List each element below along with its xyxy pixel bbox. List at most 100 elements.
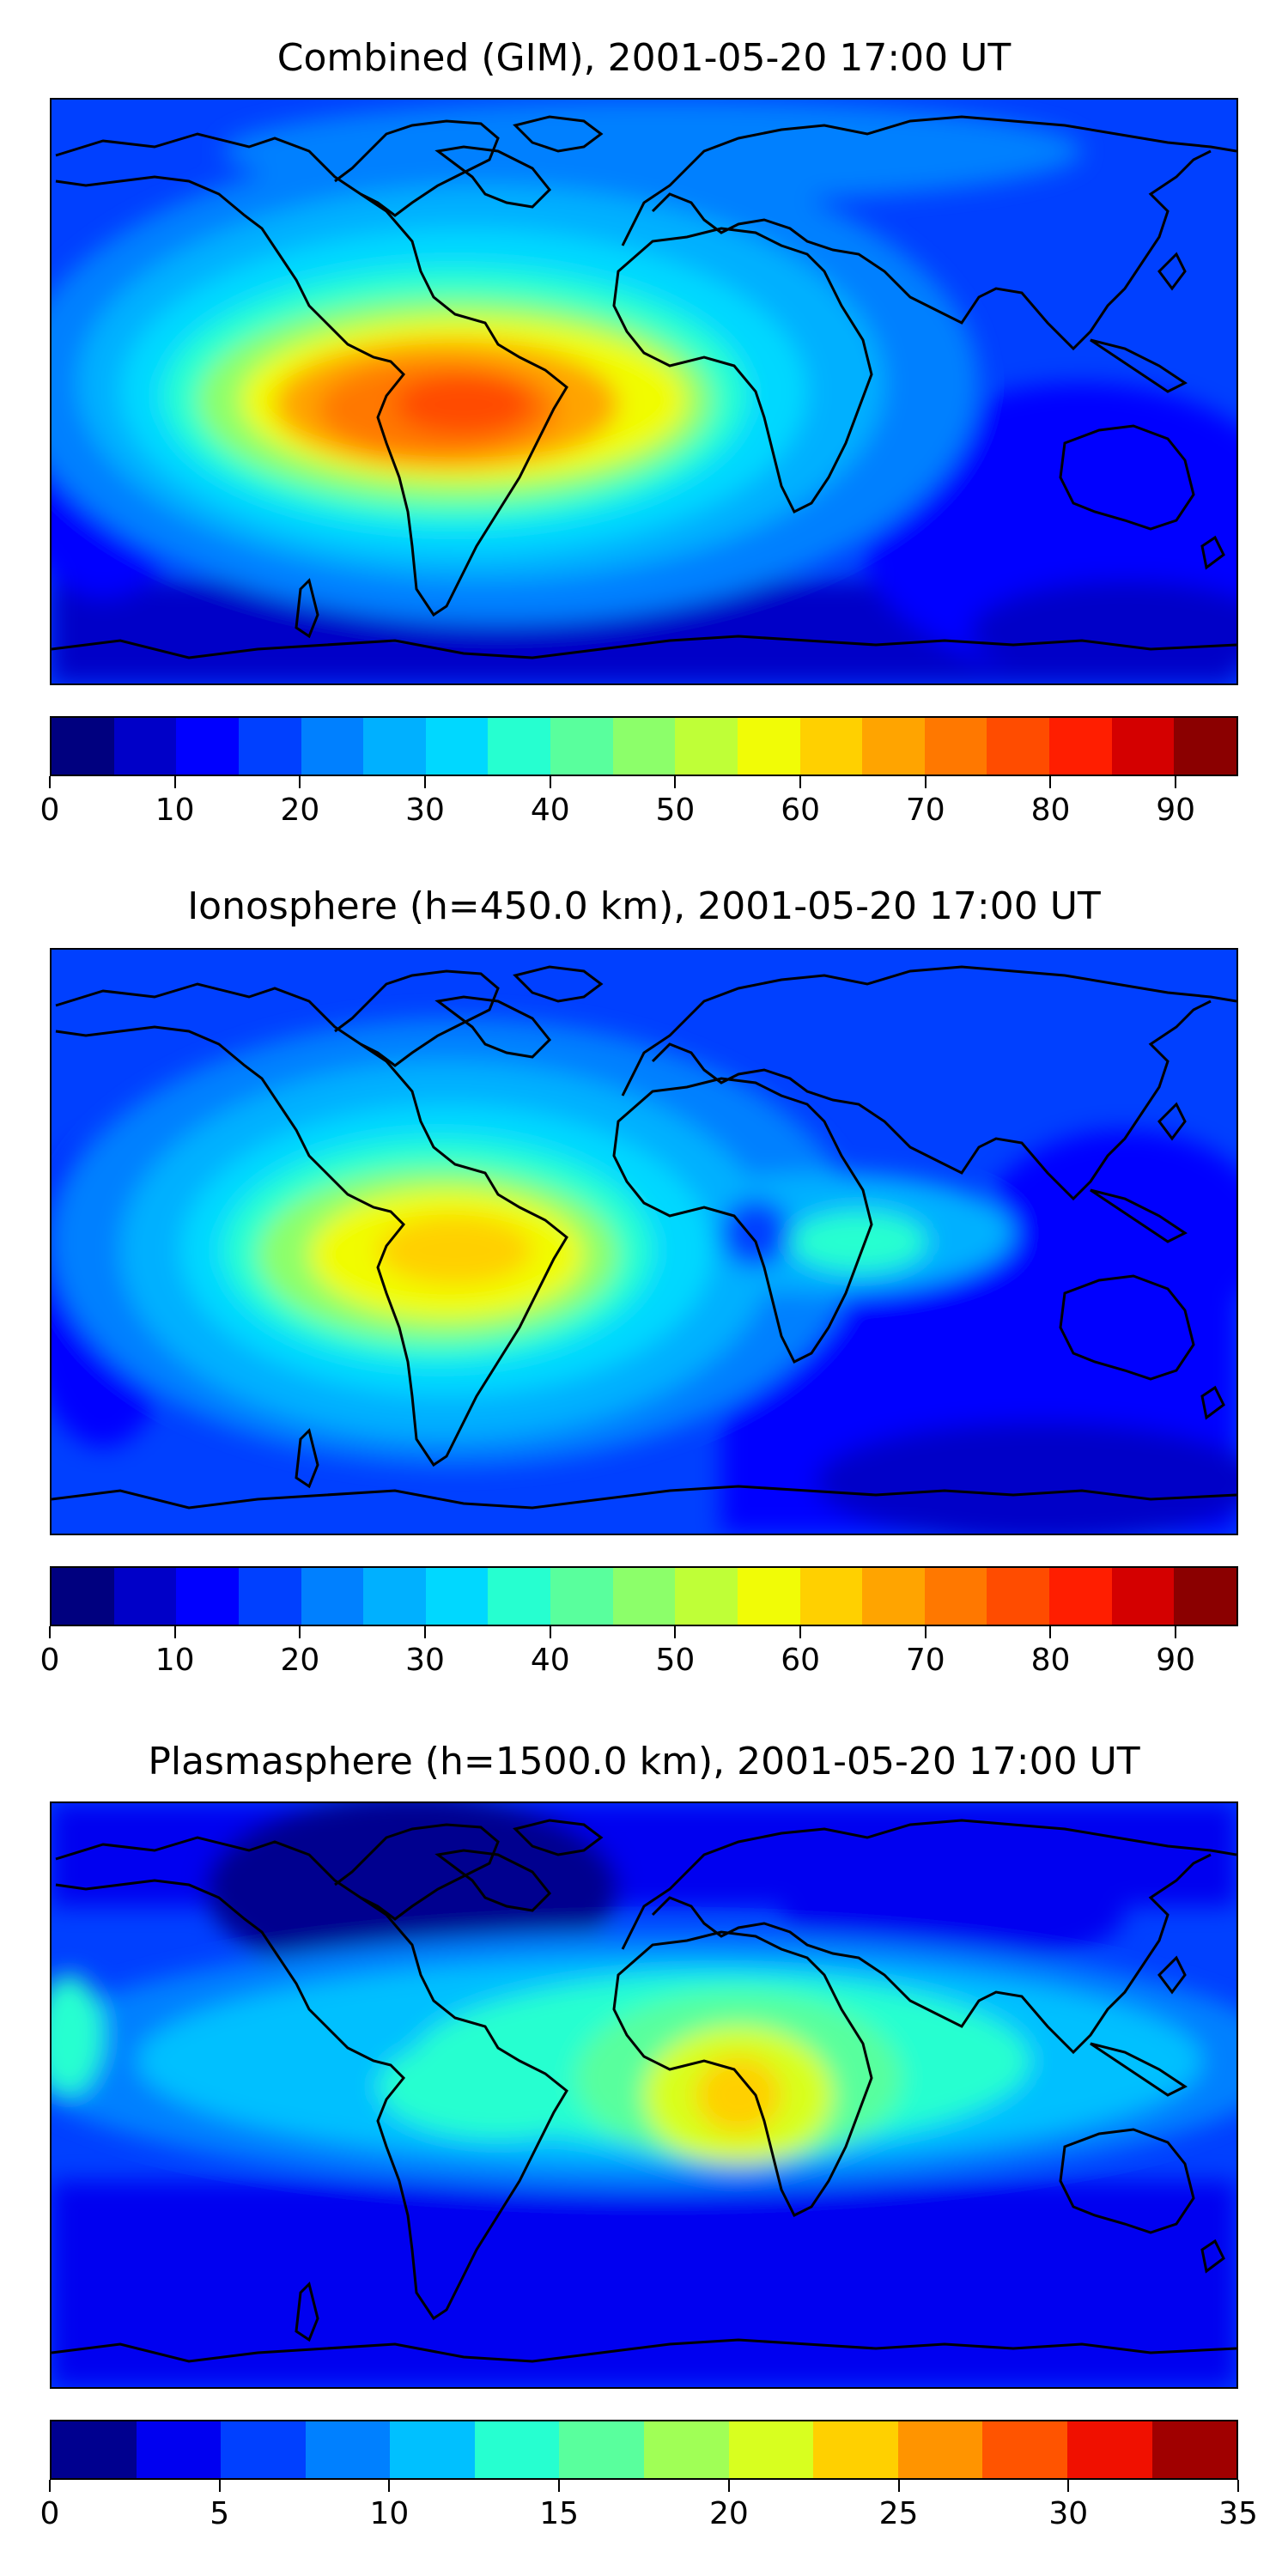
colorbar-tick: [897, 2480, 900, 2492]
colorbar-segment: [1174, 718, 1236, 775]
colorbar-segment: [474, 2421, 560, 2478]
colorbar-segment: [238, 1568, 301, 1625]
tec-map-plasmasphere: [50, 1801, 1238, 2389]
colorbar-segment: [1151, 2421, 1237, 2478]
colorbar-tick: [558, 2480, 561, 2492]
colorbar-segment: [862, 718, 925, 775]
colorbar-segment: [363, 718, 426, 775]
colorbar-segment: [550, 718, 613, 775]
colorbar-tick: [218, 2480, 221, 2492]
colorbar-tick: [424, 776, 427, 788]
tec-map-ionosphere: [50, 948, 1238, 1535]
colorbar-tick-label: 15: [539, 2496, 580, 2531]
colorbar-tick-label: 10: [155, 1643, 195, 1678]
colorbar-plasmasphere: [50, 2420, 1238, 2480]
colorbar-tick: [1175, 776, 1177, 788]
colorbar-segment: [612, 718, 676, 775]
colorbar-segment: [238, 718, 301, 775]
colorbar-segment: [612, 1568, 676, 1625]
colorbar-tick-label: 0: [39, 1643, 60, 1678]
colorbar-ticks-plasmasphere: 0 5 10 15 20 25 30 35: [40, 2480, 1258, 2531]
colorbar-ticks-combined: 0 10 20 30 40 50 60 70 80 90: [40, 776, 1238, 828]
colorbar-segment: [52, 2421, 137, 2478]
colorbar-segment: [113, 718, 177, 775]
colorbar-tick: [1237, 2480, 1239, 2492]
colorbar-tick-label: 80: [1030, 1643, 1071, 1678]
colorbar-tick-label: 40: [530, 1643, 570, 1678]
colorbar-tick: [173, 776, 176, 788]
colorbar-combined: [50, 716, 1238, 776]
colorbar-segment: [113, 1568, 177, 1625]
colorbar-tick-label: 60: [781, 793, 820, 828]
tec-map-combined: [50, 98, 1238, 685]
colorbar-segment: [301, 1568, 364, 1625]
colorbar-tick: [674, 776, 677, 788]
colorbar-segment: [987, 718, 1049, 775]
colorbar-tick: [299, 776, 301, 788]
colorbar-tick: [549, 1626, 551, 1638]
colorbar-segment: [52, 1568, 114, 1625]
colorbar-tick: [49, 776, 51, 788]
colorbar-segment: [425, 1568, 489, 1625]
colorbar-segment: [813, 2421, 898, 2478]
colorbar-tick-label: 50: [655, 1643, 696, 1678]
colorbar-segment: [924, 1568, 987, 1625]
colorbar-tick-label: 70: [905, 1643, 945, 1678]
colorbar-tick: [1049, 776, 1052, 788]
colorbar-segment: [924, 718, 987, 775]
colorbar-segment: [737, 1568, 800, 1625]
colorbar-segment: [363, 1568, 426, 1625]
tec-contour-field-combined: [52, 100, 1236, 683]
colorbar-segment: [176, 718, 239, 775]
colorbar-segment: [488, 1568, 550, 1625]
colorbar-segment: [1049, 1568, 1112, 1625]
colorbar-tick-label: 10: [155, 793, 195, 828]
colorbar-tick-label: 35: [1218, 2496, 1258, 2531]
panel-title-ionosphere: Ionosphere (h=450.0 km), 2001-05-20 17:0…: [187, 884, 1101, 928]
panel-title-combined: Combined (GIM), 2001-05-20 17:00 UT: [276, 36, 1012, 80]
colorbar-tick: [799, 776, 802, 788]
colorbar-segment: [301, 718, 364, 775]
colorbar-segment: [176, 1568, 239, 1625]
colorbar-tick-label: 20: [708, 2496, 749, 2531]
colorbar-segment: [305, 2421, 391, 2478]
colorbar-tick-label: 0: [39, 2496, 60, 2531]
colorbar-segment: [390, 2421, 475, 2478]
panel-title-plasmasphere: Plasmasphere (h=1500.0 km), 2001-05-20 1…: [148, 1740, 1140, 1783]
colorbar-tick-label: 10: [369, 2496, 410, 2531]
colorbar-tick: [549, 776, 551, 788]
colorbar-tick: [299, 1626, 301, 1638]
colorbar-tick: [173, 1626, 176, 1638]
colorbar-tick-label: 30: [405, 1643, 445, 1678]
colorbar-segment: [488, 718, 550, 775]
colorbar-tick-label: 20: [280, 1643, 320, 1678]
colorbar-tick: [1067, 2480, 1070, 2492]
colorbar-segment: [1111, 718, 1175, 775]
colorbar-tick-label: 90: [1156, 793, 1196, 828]
colorbar-tick: [924, 776, 927, 788]
colorbar-tick: [1049, 1626, 1052, 1638]
colorbar-ionosphere: [50, 1566, 1238, 1626]
colorbar-segment: [52, 718, 114, 775]
colorbar-segment: [675, 1568, 738, 1625]
colorbar-segment: [675, 718, 738, 775]
colorbar-tick: [424, 1626, 427, 1638]
colorbar-tick-label: 20: [280, 793, 320, 828]
colorbar-segment: [728, 2421, 814, 2478]
colorbar-segment: [559, 2421, 645, 2478]
tec-contour-field-plasmasphere: [52, 1803, 1236, 2387]
colorbar-segment: [550, 1568, 613, 1625]
tec-contour-field-ionosphere: [52, 950, 1236, 1534]
colorbar-segment: [737, 718, 800, 775]
colorbar-segment: [1174, 1568, 1236, 1625]
colorbar-segment: [644, 2421, 729, 2478]
colorbar-segment: [799, 1568, 863, 1625]
colorbar-tick: [49, 1626, 51, 1638]
colorbar-tick-label: 30: [1048, 2496, 1089, 2531]
colorbar-tick: [727, 2480, 730, 2492]
colorbar-tick-label: 30: [405, 793, 445, 828]
colorbar-tick-label: 60: [781, 1643, 820, 1678]
colorbar-tick-label: 25: [878, 2496, 919, 2531]
colorbar-segment: [221, 2421, 306, 2478]
colorbar-segment: [1111, 1568, 1175, 1625]
